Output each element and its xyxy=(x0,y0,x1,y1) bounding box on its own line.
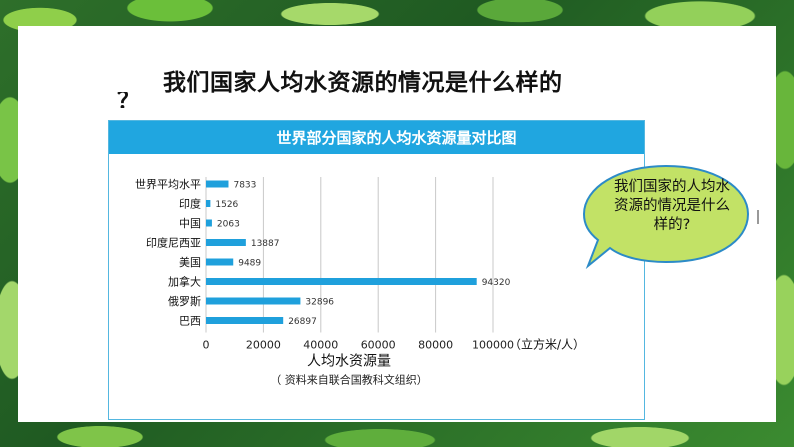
category-label: 印度 xyxy=(179,197,201,211)
x-axis-label: 人均水资源量 xyxy=(307,354,391,370)
bar xyxy=(206,278,477,285)
x-unit-label: （立方米/人） xyxy=(509,337,585,352)
bar xyxy=(206,297,301,305)
bar-value-label: 2063 xyxy=(217,220,240,230)
bar-value-label: 32896 xyxy=(305,298,334,308)
bar-value-label: 26897 xyxy=(288,317,317,327)
x-tick-label: 60000 xyxy=(361,339,396,352)
bar-value-label: 13887 xyxy=(251,239,280,249)
category-label: 中国 xyxy=(179,217,201,230)
x-tick-label: 80000 xyxy=(418,339,453,352)
bar xyxy=(206,200,211,207)
slide-edge-marker xyxy=(757,210,759,224)
x-tick-label: 20000 xyxy=(246,339,281,352)
category-label: 印度尼西亚 xyxy=(146,236,201,250)
bar xyxy=(206,258,234,266)
chart-image: 世界部分国家的人均水资源量对比图 0 20000 40000 60000 80000 10… xyxy=(108,120,645,420)
bar xyxy=(206,239,246,246)
chart-title: 世界部分国家的人均水资源量对比图 xyxy=(109,121,644,154)
x-tick-label: 100000 xyxy=(472,339,514,352)
bar xyxy=(206,180,229,188)
bar-value-label: 9489 xyxy=(238,259,261,269)
bar-value-label: 94320 xyxy=(482,278,511,288)
bar-value-label: 7833 xyxy=(233,181,256,191)
x-tick-label: 40000 xyxy=(303,339,338,352)
slide-title-overflow: ？ xyxy=(117,92,140,108)
bar xyxy=(206,317,284,324)
speech-bubble-text: 我们国家的人均水资源的情况是什么样的? xyxy=(614,179,730,233)
slide-title: 我们国家人均水资源的情况是什么样的 xyxy=(163,70,563,96)
category-label: 巴西 xyxy=(179,315,201,328)
x-tick-label: 0 xyxy=(203,339,210,352)
speech-bubble xyxy=(582,164,750,270)
source-note: （ 资料来自联合国教科文组织） xyxy=(270,373,428,387)
category-label: 世界平均水平 xyxy=(135,178,201,191)
category-label: 加拿大 xyxy=(168,275,201,289)
category-label: 俄罗斯 xyxy=(168,295,201,308)
bar-chart: 0 20000 40000 60000 80000 100000 世界平均水平 7833 印度 1… xyxy=(135,177,585,387)
category-label: 美国 xyxy=(179,256,201,269)
bar xyxy=(206,219,212,227)
bar-value-label: 1526 xyxy=(215,200,238,210)
